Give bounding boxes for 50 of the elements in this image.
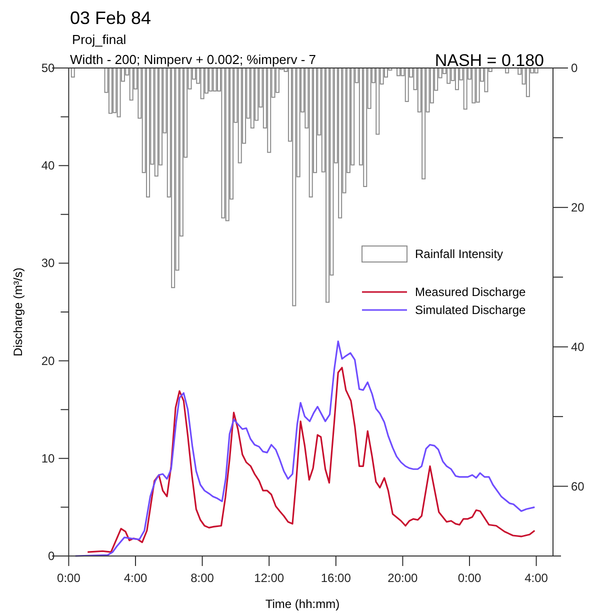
bar: [225, 68, 230, 222]
y-tick-label: 20: [41, 354, 56, 368]
bar: [250, 68, 254, 128]
bar: [112, 68, 117, 114]
x-tick-label: 8:00: [190, 571, 214, 585]
bar: [267, 68, 272, 153]
bar: [116, 68, 121, 118]
text: Width - 200; Nimperv + 0.002; %imperv - 7: [70, 52, 316, 67]
y-tick-label: 30: [41, 256, 56, 270]
bar: [171, 68, 176, 288]
bar: [208, 68, 213, 92]
y-tick-label: 0: [48, 549, 56, 563]
bar: [108, 68, 112, 114]
annotation: NASH = 0.180: [434, 51, 544, 70]
legend-label: Simulated Discharge: [415, 303, 526, 317]
x-tick-label: 0:00: [458, 571, 482, 585]
bar: [146, 68, 150, 198]
bar: [404, 68, 409, 102]
bar: [422, 68, 426, 180]
bar: [472, 68, 476, 104]
x-axis-title: Time (hh:mm): [265, 597, 340, 611]
bar: [446, 68, 451, 84]
y2-tick-label: 0: [571, 61, 578, 75]
chart-subtitle: Proj_final: [72, 32, 126, 47]
x-tick-label: 20:00: [388, 571, 418, 585]
bar: [212, 68, 217, 92]
bar: [221, 68, 226, 218]
bar: [484, 68, 488, 92]
bar: [154, 68, 158, 177]
bar: [238, 68, 242, 164]
bar: [476, 68, 480, 103]
y2-tick-label: 60: [571, 479, 585, 494]
legend-label: Measured Discharge: [415, 285, 526, 299]
y-tick-label: 50: [41, 61, 56, 75]
bar: [129, 68, 134, 101]
x-tick-label: 12:00: [254, 571, 284, 585]
legend-label: Rainfall Intensity: [415, 247, 504, 261]
bar: [200, 68, 204, 100]
bar: [454, 68, 459, 90]
y2-tick-label: 20: [571, 200, 585, 214]
x-tick-label: 0:00: [57, 571, 81, 585]
y2-tick-label: 40: [571, 340, 585, 354]
bar: [463, 68, 468, 110]
x-tick-label: 4:00: [124, 571, 148, 585]
x-tick-label: 16:00: [320, 571, 352, 585]
y-axis-title: Discharge (m³/s): [11, 268, 25, 356]
y-tick-label: 10: [41, 451, 56, 466]
y-tick-label: 40: [41, 158, 56, 173]
chart-title: 03 Feb 84: [70, 8, 152, 28]
x-tick-label: 4:00: [524, 571, 548, 585]
